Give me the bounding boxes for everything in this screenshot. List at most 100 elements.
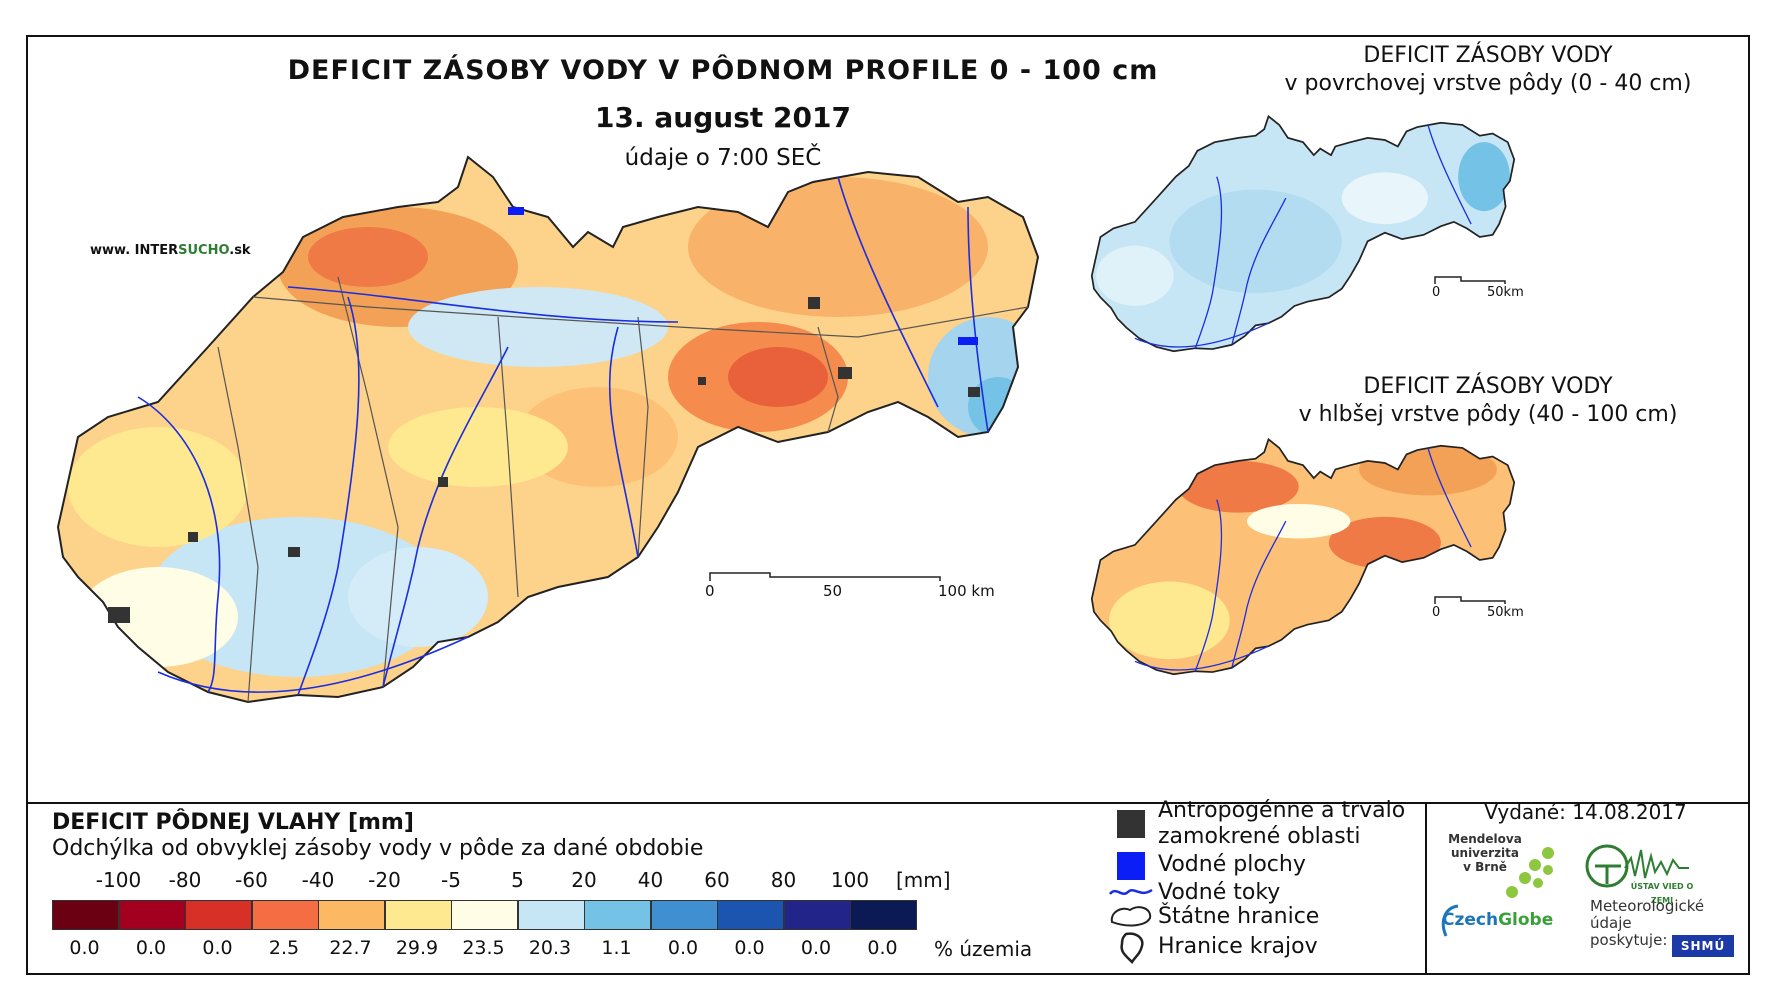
legend-swatch — [717, 900, 784, 930]
legend-break: -80 — [168, 868, 202, 892]
anthropogenic-label: Antropogénne a trvalo zamokrené oblasti — [1158, 798, 1405, 850]
mendel-line2: univerzita — [1450, 846, 1519, 860]
inset-deep-title-line2: v hlbšej vrstve pôdy (40 - 100 cm) — [1298, 402, 1678, 427]
legend-swatch — [584, 900, 651, 930]
legend-break: -60 — [235, 868, 268, 892]
legend-swatch — [52, 900, 119, 930]
main-map — [56, 155, 1040, 704]
inset-deep-map — [1090, 437, 1516, 676]
stream-symbol — [1109, 888, 1153, 895]
legend-pct: 29.9 — [395, 937, 439, 959]
legend-pct: 23.5 — [462, 937, 505, 959]
website-suffix: .sk — [229, 243, 251, 258]
inset-surface-scale-0: 0 — [1432, 285, 1441, 300]
region-borders-main — [217, 276, 1029, 703]
czechglobe-b: Globe — [1498, 910, 1554, 930]
legend-swatch — [384, 900, 452, 930]
legend-break: 20 — [571, 868, 597, 892]
ustav-logo-text: ÚSTAV VIED O ZEMI — [1630, 882, 1694, 905]
anthropogenic-label-line2: zamokrené oblasti — [1158, 824, 1361, 849]
legend-pct: 20.3 — [528, 937, 572, 959]
legend-pct: 22.7 — [329, 937, 372, 959]
water-areas-label: Vodné plochy — [1158, 852, 1306, 877]
streams-main — [137, 176, 989, 696]
main-scale-0: 0 — [705, 582, 715, 600]
region-border-label: Hranice krajov — [1158, 934, 1318, 959]
legend-break: 100 — [830, 868, 870, 892]
anthropogenic-areas-main — [108, 297, 980, 623]
legend-pct: 0.0 — [800, 937, 832, 959]
legend-swatch — [783, 900, 851, 930]
legend-break: -20 — [368, 868, 401, 892]
legend-swatch — [251, 900, 319, 930]
legend-break: -5 — [441, 868, 461, 892]
legend-break: -40 — [301, 868, 335, 892]
legend-divider-vertical — [1425, 802, 1427, 973]
legend-divider-horizontal — [28, 802, 1748, 804]
inset-deep-scale-0: 0 — [1432, 605, 1441, 620]
state-border-symbol — [1110, 906, 1152, 927]
main-map-fill — [58, 157, 1038, 702]
inset-surface-title-line1: DEFICIT ZÁSOBY VODY — [1363, 43, 1613, 68]
legend-break: 40 — [637, 868, 664, 892]
legend-pct: 0.0 — [867, 937, 898, 959]
mendel-logo-text: Mendelova univerzita v Brně — [1440, 832, 1530, 874]
legend-pct: 1.1 — [601, 937, 632, 959]
main-scale-bar — [709, 572, 941, 581]
inset-deep-scale-bar — [1434, 596, 1506, 604]
legend-swatch — [517, 900, 585, 930]
map-area: DEFICIT ZÁSOBY VODY V PÔDNOM PROFILE 0 -… — [28, 37, 1748, 802]
state-border-label: Štátne hranice — [1158, 904, 1320, 929]
inset-surface-title-line2: v povrchovej vrstve pôdy (0 - 40 cm) — [1284, 71, 1692, 96]
map-title: DEFICIT ZÁSOBY VODY V PÔDNOM PROFILE 0 -… — [287, 55, 1159, 86]
inset-surface-title: DEFICIT ZÁSOBY VODY v povrchovej vrstve … — [1228, 42, 1748, 98]
legend-break: 5 — [511, 868, 524, 892]
legend-break: -100 — [95, 868, 142, 892]
legend-break: 60 — [704, 868, 730, 892]
website-prefix: www. INTER — [90, 243, 179, 258]
map-frame: DEFICIT ZÁSOBY VODY V PÔDNOM PROFILE 0 -… — [26, 35, 1750, 975]
legend-subtitle: Odchýlka od obvyklej zásoby vody v pôde … — [52, 836, 704, 861]
map-date: 13. august 2017 — [595, 101, 851, 134]
legend-swatch — [650, 900, 718, 930]
legend-swatch — [318, 900, 385, 930]
meteo-provider-text: Meteorologické údaje poskytuje: — [1590, 898, 1710, 949]
mendel-line3: v Brně — [1463, 860, 1507, 874]
streams-label: Vodné toky — [1158, 880, 1281, 905]
website-highlight: SUCHO — [178, 243, 230, 258]
website-label: www. INTERSUCHO.sk — [90, 243, 251, 258]
czechglobe-a: Czech — [1442, 910, 1499, 930]
inset-surface-map — [1090, 114, 1516, 353]
water-area-swatch — [1117, 852, 1145, 880]
czechglobe-arc-icon — [1441, 904, 1459, 937]
map-time-note: údaje o 7:00 SEČ — [624, 145, 822, 171]
legend-title: DEFICIT PÔDNEJ VLAHY [mm] — [52, 810, 414, 835]
shmu-logo: SHMÚ — [1672, 935, 1734, 957]
legend-pct: 0.0 — [69, 937, 100, 959]
czechglobe-logo: CzechGlobe — [1442, 910, 1553, 930]
water-areas-main — [508, 207, 978, 345]
main-scale-50: 50 — [823, 582, 843, 600]
legend-break: 80 — [770, 868, 797, 892]
ustav-logo-icon — [1585, 844, 1689, 888]
legend-swatch — [118, 900, 186, 930]
inset-deep-scale-50: 50km — [1487, 605, 1524, 620]
anthropogenic-swatch — [1117, 810, 1145, 838]
legend-pct: 0.0 — [135, 937, 167, 959]
issued-date: Vydané: 14.08.2017 — [1484, 800, 1687, 824]
meteo-line2: údaje — [1590, 914, 1632, 932]
inset-surface-scale-50: 50km — [1487, 285, 1524, 300]
inset-deep-title: DEFICIT ZÁSOBY VODY v hlbšej vrstve pôdy… — [1228, 373, 1748, 429]
legend-swatch — [850, 900, 917, 930]
main-scale-100: 100 km — [938, 582, 995, 600]
legend-pct: 0.0 — [667, 937, 699, 959]
legend-swatch — [451, 900, 518, 930]
legend-pct: 0.0 — [734, 937, 765, 959]
region-border-symbol — [1120, 932, 1144, 964]
legend-pct: 2.5 — [268, 937, 300, 959]
inset-deep-title-line1: DEFICIT ZÁSOBY VODY — [1363, 374, 1613, 399]
inset-surface-scale-bar — [1434, 276, 1506, 284]
legend-unit-mm: [mm] — [896, 868, 951, 892]
legend-unit-pct: % územia — [934, 937, 1033, 961]
mendel-dots-icon — [1506, 847, 1554, 898]
